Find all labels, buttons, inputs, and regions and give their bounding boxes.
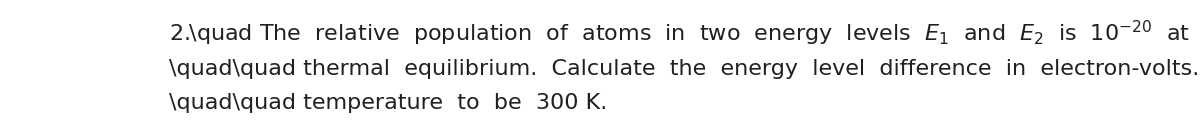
Text: \quad\quad temperature  to  be  300 K.: \quad\quad temperature to be 300 K. — [168, 93, 607, 113]
Text: 2.\quad The  relative  population  of  atoms  in  two  energy  levels  $E_1$  an: 2.\quad The relative population of atoms… — [168, 18, 1189, 48]
Text: \quad\quad thermal  equilibrium.  Calculate  the  energy  level  difference  in : \quad\quad thermal equilibrium. Calculat… — [168, 59, 1200, 79]
